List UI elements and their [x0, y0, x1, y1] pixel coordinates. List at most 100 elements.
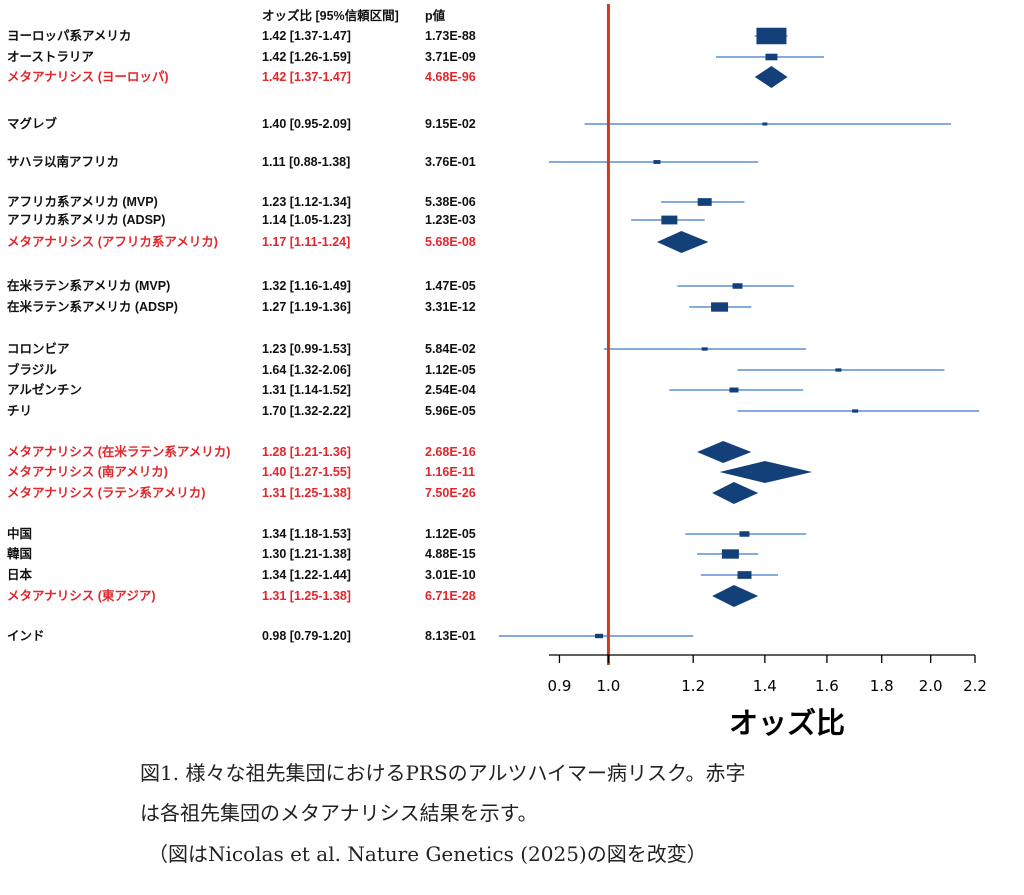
row-label: 韓国	[7, 546, 32, 561]
row-label: インド	[7, 629, 45, 643]
row-p-value: 5.68E-08	[425, 235, 476, 249]
study-row: マグレブ 1.40 [0.95-2.09] 9.15E-02	[7, 116, 952, 131]
x-tick-label: 1.8	[870, 677, 894, 695]
row-p-value: 1.12E-05	[425, 363, 476, 377]
row-label: コロンビア	[7, 341, 70, 356]
row-p-value: 5.84E-02	[425, 342, 476, 356]
point-estimate	[697, 198, 712, 206]
x-tick-label: 0.9	[548, 677, 572, 695]
point-estimate	[721, 549, 739, 559]
row-label: 中国	[7, 526, 32, 541]
row-or-ci: 1.28 [1.21-1.36]	[262, 445, 351, 459]
row-or-ci: 1.64 [1.32-2.06]	[262, 363, 351, 377]
study-row: アフリカ系アメリカ (ADSP) 1.14 [1.05-1.23] 1.23E-03	[7, 212, 705, 227]
row-label: ヨーロッパ系アメリカ	[7, 28, 131, 43]
meta-row: メタアナリシス (東アジア) 1.31 [1.25-1.38] 6.71E-28	[7, 585, 759, 607]
row-p-value: 5.38E-06	[425, 195, 476, 209]
row-p-value: 1.47E-05	[425, 279, 476, 293]
point-estimate	[595, 633, 604, 639]
point-estimate	[739, 531, 750, 537]
row-p-value: 2.54E-04	[425, 383, 476, 397]
row-label: アルゼンチン	[7, 382, 82, 397]
row-or-ci: 1.14 [1.05-1.23]	[262, 213, 351, 227]
row-label: オーストラリア	[7, 50, 94, 64]
study-row: アフリカ系アメリカ (MVP) 1.23 [1.12-1.34] 5.38E-06	[7, 194, 745, 209]
row-label: メタアナリシス (東アジア)	[7, 588, 156, 603]
study-row: ブラジル 1.64 [1.32-2.06] 1.12E-05	[7, 362, 945, 377]
caption-line-2: は各祖先集団のメタアナリシス結果を示す。	[140, 801, 538, 825]
row-or-ci: 1.70 [1.32-2.22]	[262, 404, 351, 418]
point-estimate	[653, 160, 661, 164]
row-p-value: 2.68E-16	[425, 445, 476, 459]
caption-line-1: 図1. 様々な祖先集団におけるPRSのアルツハイマー病リスク。赤字	[140, 761, 746, 785]
row-p-value: 3.76E-01	[425, 155, 476, 169]
row-label: メタアナリシス (在米ラテン系アメリカ)	[7, 444, 230, 459]
row-p-value: 9.15E-02	[425, 117, 476, 131]
study-row: サハラ以南アフリカ 1.11 [0.88-1.38] 3.76E-01	[7, 154, 759, 169]
row-label: メタアナリシス (南アメリカ)	[7, 464, 168, 479]
row-or-ci: 1.31 [1.14-1.52]	[262, 383, 351, 397]
row-p-value: 1.16E-11	[425, 465, 475, 479]
row-or-ci: 0.98 [0.79-1.20]	[262, 629, 351, 643]
row-or-ci: 1.40 [0.95-2.09]	[262, 117, 351, 131]
point-estimate	[852, 409, 859, 413]
x-tick-label: 2.2	[963, 677, 987, 695]
study-row: インド 0.98 [0.79-1.20] 8.13E-01	[7, 629, 694, 643]
row-p-value: 3.01E-10	[425, 568, 476, 582]
row-or-ci: 1.32 [1.16-1.49]	[262, 279, 351, 293]
meta-row: メタアナリシス (在米ラテン系アメリカ) 1.28 [1.21-1.36] 2.68…	[7, 441, 752, 463]
x-axis-title: オッズ比	[729, 706, 845, 740]
x-axis: 0.9 1.0 1.2 1.4 1.6 1.8 2.0 2.2	[548, 654, 987, 695]
row-p-value: 1.73E-88	[425, 29, 476, 43]
point-estimate	[835, 368, 842, 372]
row-or-ci: 1.42 [1.37-1.47]	[262, 29, 351, 43]
row-label: メタアナリシス (アフリカ系アメリカ)	[7, 234, 218, 249]
row-or-ci: 1.27 [1.19-1.36]	[262, 300, 351, 314]
point-estimate	[701, 347, 708, 351]
caption-line-3: （図はNicolas et al. Nature Genetics (2025)…	[148, 842, 707, 866]
header-or: オッズ比 [95%信頼区間]	[262, 8, 399, 23]
row-p-value: 7.50E-26	[425, 486, 476, 500]
rows-layer: ヨーロッパ系アメリカ 1.42 [1.37-1.47] 1.73E-88 オーストラリ…	[7, 4, 980, 665]
row-p-value: 1.23E-03	[425, 213, 476, 227]
study-row: 中国 1.34 [1.18-1.53] 1.12E-05	[7, 526, 807, 541]
study-row: 在米ラテン系アメリカ (ADSP) 1.27 [1.19-1.36] 3.31E-1…	[7, 299, 752, 314]
row-or-ci: 1.40 [1.27-1.55]	[262, 465, 351, 479]
row-p-value: 8.13E-01	[425, 629, 476, 643]
row-or-ci: 1.31 [1.25-1.38]	[262, 589, 351, 603]
row-or-ci: 1.31 [1.25-1.38]	[262, 486, 351, 500]
row-p-value: 6.71E-28	[425, 589, 476, 603]
row-p-value: 3.31E-12	[425, 300, 476, 314]
point-estimate	[762, 122, 768, 126]
meta-row: メタアナリシス (南アメリカ) 1.40 [1.27-1.55] 1.16E-11	[7, 461, 813, 483]
row-or-ci: 1.23 [0.99-1.53]	[262, 342, 351, 356]
row-or-ci: 1.17 [1.11-1.24]	[262, 235, 350, 249]
study-row: 在米ラテン系アメリカ (MVP) 1.32 [1.16-1.49] 1.47E-05	[7, 278, 794, 293]
row-or-ci: 1.23 [1.12-1.34]	[262, 195, 351, 209]
study-row: アルゼンチン 1.31 [1.14-1.52] 2.54E-04	[7, 382, 804, 397]
row-p-value: 3.71E-09	[425, 50, 476, 64]
point-estimate	[661, 215, 678, 225]
point-estimate	[729, 387, 739, 393]
row-label: メタアナリシス (ヨーロッパ)	[7, 69, 169, 84]
study-row: オーストラリア 1.42 [1.26-1.59] 3.71E-09	[7, 50, 825, 64]
x-tick-label: 1.4	[753, 677, 777, 695]
meta-diamond	[712, 482, 759, 504]
study-row: 日本 1.34 [1.22-1.44] 3.01E-10	[7, 567, 778, 582]
row-label: サハラ以南アフリカ	[7, 154, 119, 169]
study-row: チリ 1.70 [1.32-2.22] 5.96E-05	[7, 404, 980, 418]
x-tick-label: 2.0	[919, 677, 943, 695]
header-p: p値	[425, 8, 446, 23]
meta-row: メタアナリシス (ヨーロッパ) 1.42 [1.37-1.47] 4.68E-96	[7, 66, 788, 88]
row-or-ci: 1.42 [1.26-1.59]	[262, 50, 351, 64]
row-label: 在米ラテン系アメリカ (ADSP)	[7, 299, 178, 314]
study-row: ヨーロッパ系アメリカ 1.42 [1.37-1.47] 1.73E-88	[7, 27, 788, 45]
row-label: ブラジル	[7, 362, 57, 377]
row-p-value: 1.12E-05	[425, 527, 476, 541]
row-p-value: 4.88E-15	[425, 547, 476, 561]
row-or-ci: 1.11 [0.88-1.38]	[262, 155, 350, 169]
row-or-ci: 1.30 [1.21-1.38]	[262, 547, 351, 561]
row-or-ci: 1.42 [1.37-1.47]	[262, 70, 351, 84]
row-or-ci: 1.34 [1.18-1.53]	[262, 527, 351, 541]
row-label: アフリカ系アメリカ (ADSP)	[7, 212, 165, 227]
